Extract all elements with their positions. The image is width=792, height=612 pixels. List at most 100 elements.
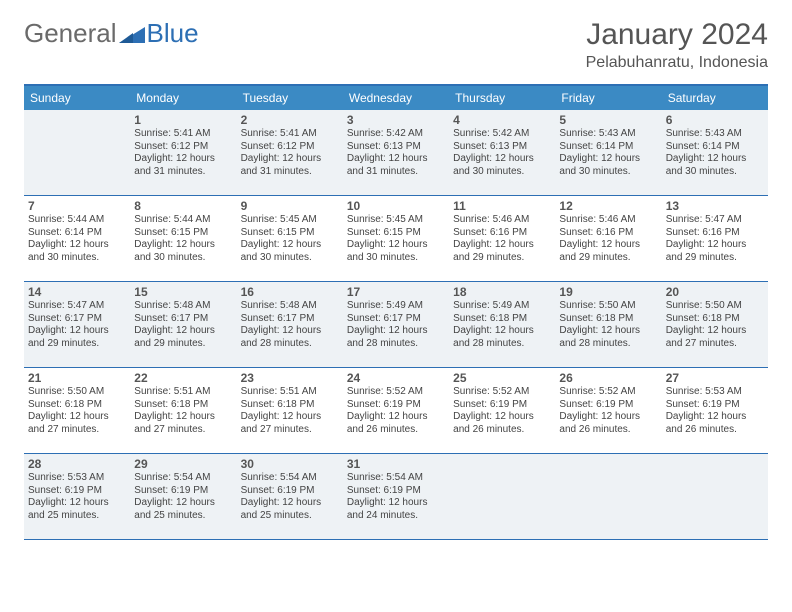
day-header: Friday — [555, 84, 661, 110]
day-number: 10 — [347, 199, 445, 213]
day-info: Sunrise: 5:50 AMSunset: 6:18 PMDaylight:… — [559, 300, 657, 350]
day-number: 27 — [666, 371, 764, 385]
calendar-cell: 18Sunrise: 5:49 AMSunset: 6:18 PMDayligh… — [449, 282, 555, 368]
day-info: Sunrise: 5:51 AMSunset: 6:18 PMDaylight:… — [241, 386, 339, 436]
calendar-cell: 13Sunrise: 5:47 AMSunset: 6:16 PMDayligh… — [662, 196, 768, 282]
day-info: Sunrise: 5:53 AMSunset: 6:19 PMDaylight:… — [666, 386, 764, 436]
day-info: Sunrise: 5:50 AMSunset: 6:18 PMDaylight:… — [666, 300, 764, 350]
day-info: Sunrise: 5:43 AMSunset: 6:14 PMDaylight:… — [559, 128, 657, 178]
calendar-cell: 16Sunrise: 5:48 AMSunset: 6:17 PMDayligh… — [237, 282, 343, 368]
calendar-cell: 11Sunrise: 5:46 AMSunset: 6:16 PMDayligh… — [449, 196, 555, 282]
day-number: 26 — [559, 371, 657, 385]
day-number: 31 — [347, 457, 445, 471]
day-number: 8 — [134, 199, 232, 213]
calendar-cell: 20Sunrise: 5:50 AMSunset: 6:18 PMDayligh… — [662, 282, 768, 368]
calendar-cell: 2Sunrise: 5:41 AMSunset: 6:12 PMDaylight… — [237, 110, 343, 196]
day-info: Sunrise: 5:44 AMSunset: 6:14 PMDaylight:… — [28, 214, 126, 264]
day-number: 19 — [559, 285, 657, 299]
day-info: Sunrise: 5:48 AMSunset: 6:17 PMDaylight:… — [134, 300, 232, 350]
day-header: Tuesday — [237, 84, 343, 110]
calendar-cell: 22Sunrise: 5:51 AMSunset: 6:18 PMDayligh… — [130, 368, 236, 454]
calendar-cell — [24, 110, 130, 196]
day-number: 13 — [666, 199, 764, 213]
day-number: 24 — [347, 371, 445, 385]
day-number: 3 — [347, 113, 445, 127]
day-info: Sunrise: 5:45 AMSunset: 6:15 PMDaylight:… — [347, 214, 445, 264]
day-number: 4 — [453, 113, 551, 127]
logo: General Blue — [24, 18, 199, 49]
day-info: Sunrise: 5:46 AMSunset: 6:16 PMDaylight:… — [453, 214, 551, 264]
day-number: 28 — [28, 457, 126, 471]
day-info: Sunrise: 5:41 AMSunset: 6:12 PMDaylight:… — [241, 128, 339, 178]
calendar-cell: 27Sunrise: 5:53 AMSunset: 6:19 PMDayligh… — [662, 368, 768, 454]
calendar-cell: 6Sunrise: 5:43 AMSunset: 6:14 PMDaylight… — [662, 110, 768, 196]
day-number: 22 — [134, 371, 232, 385]
calendar-cell: 9Sunrise: 5:45 AMSunset: 6:15 PMDaylight… — [237, 196, 343, 282]
calendar-cell: 26Sunrise: 5:52 AMSunset: 6:19 PMDayligh… — [555, 368, 661, 454]
day-header: Sunday — [24, 84, 130, 110]
day-info: Sunrise: 5:54 AMSunset: 6:19 PMDaylight:… — [347, 472, 445, 522]
day-info: Sunrise: 5:42 AMSunset: 6:13 PMDaylight:… — [347, 128, 445, 178]
day-number: 29 — [134, 457, 232, 471]
day-number: 20 — [666, 285, 764, 299]
calendar-cell: 24Sunrise: 5:52 AMSunset: 6:19 PMDayligh… — [343, 368, 449, 454]
logo-text-1: General — [24, 18, 117, 49]
calendar-cell: 1Sunrise: 5:41 AMSunset: 6:12 PMDaylight… — [130, 110, 236, 196]
calendar-cell — [555, 454, 661, 540]
calendar-cell: 15Sunrise: 5:48 AMSunset: 6:17 PMDayligh… — [130, 282, 236, 368]
day-number: 5 — [559, 113, 657, 127]
day-number: 14 — [28, 285, 126, 299]
month-title: January 2024 — [586, 18, 768, 52]
calendar-cell: 7Sunrise: 5:44 AMSunset: 6:14 PMDaylight… — [24, 196, 130, 282]
calendar-cell: 10Sunrise: 5:45 AMSunset: 6:15 PMDayligh… — [343, 196, 449, 282]
day-header: Wednesday — [343, 84, 449, 110]
calendar-cell: 19Sunrise: 5:50 AMSunset: 6:18 PMDayligh… — [555, 282, 661, 368]
day-info: Sunrise: 5:45 AMSunset: 6:15 PMDaylight:… — [241, 214, 339, 264]
day-info: Sunrise: 5:47 AMSunset: 6:16 PMDaylight:… — [666, 214, 764, 264]
calendar-cell: 23Sunrise: 5:51 AMSunset: 6:18 PMDayligh… — [237, 368, 343, 454]
day-number: 18 — [453, 285, 551, 299]
day-info: Sunrise: 5:52 AMSunset: 6:19 PMDaylight:… — [453, 386, 551, 436]
calendar-cell: 5Sunrise: 5:43 AMSunset: 6:14 PMDaylight… — [555, 110, 661, 196]
day-info: Sunrise: 5:43 AMSunset: 6:14 PMDaylight:… — [666, 128, 764, 178]
day-info: Sunrise: 5:52 AMSunset: 6:19 PMDaylight:… — [559, 386, 657, 436]
calendar-cell: 4Sunrise: 5:42 AMSunset: 6:13 PMDaylight… — [449, 110, 555, 196]
day-number: 12 — [559, 199, 657, 213]
day-number: 6 — [666, 113, 764, 127]
logo-text-2: Blue — [147, 18, 199, 49]
day-info: Sunrise: 5:51 AMSunset: 6:18 PMDaylight:… — [134, 386, 232, 436]
day-header: Monday — [130, 84, 236, 110]
calendar-cell — [662, 454, 768, 540]
day-info: Sunrise: 5:50 AMSunset: 6:18 PMDaylight:… — [28, 386, 126, 436]
calendar-cell: 28Sunrise: 5:53 AMSunset: 6:19 PMDayligh… — [24, 454, 130, 540]
calendar-cell: 31Sunrise: 5:54 AMSunset: 6:19 PMDayligh… — [343, 454, 449, 540]
day-info: Sunrise: 5:54 AMSunset: 6:19 PMDaylight:… — [241, 472, 339, 522]
calendar-cell: 12Sunrise: 5:46 AMSunset: 6:16 PMDayligh… — [555, 196, 661, 282]
day-number: 25 — [453, 371, 551, 385]
day-info: Sunrise: 5:54 AMSunset: 6:19 PMDaylight:… — [134, 472, 232, 522]
header: General Blue January 2024 Pelabuhanratu,… — [24, 18, 768, 72]
title-block: January 2024 Pelabuhanratu, Indonesia — [586, 18, 768, 72]
calendar-cell: 29Sunrise: 5:54 AMSunset: 6:19 PMDayligh… — [130, 454, 236, 540]
calendar-cell: 25Sunrise: 5:52 AMSunset: 6:19 PMDayligh… — [449, 368, 555, 454]
calendar-cell: 21Sunrise: 5:50 AMSunset: 6:18 PMDayligh… — [24, 368, 130, 454]
day-number: 15 — [134, 285, 232, 299]
day-number: 23 — [241, 371, 339, 385]
day-number: 11 — [453, 199, 551, 213]
calendar-cell: 3Sunrise: 5:42 AMSunset: 6:13 PMDaylight… — [343, 110, 449, 196]
day-info: Sunrise: 5:52 AMSunset: 6:19 PMDaylight:… — [347, 386, 445, 436]
day-info: Sunrise: 5:41 AMSunset: 6:12 PMDaylight:… — [134, 128, 232, 178]
day-number: 21 — [28, 371, 126, 385]
day-info: Sunrise: 5:49 AMSunset: 6:18 PMDaylight:… — [453, 300, 551, 350]
day-info: Sunrise: 5:46 AMSunset: 6:16 PMDaylight:… — [559, 214, 657, 264]
calendar-cell: 14Sunrise: 5:47 AMSunset: 6:17 PMDayligh… — [24, 282, 130, 368]
day-header: Saturday — [662, 84, 768, 110]
location: Pelabuhanratu, Indonesia — [586, 54, 768, 72]
day-number: 30 — [241, 457, 339, 471]
day-number: 9 — [241, 199, 339, 213]
day-number: 1 — [134, 113, 232, 127]
logo-triangle-icon — [119, 25, 145, 43]
day-number: 17 — [347, 285, 445, 299]
day-info: Sunrise: 5:44 AMSunset: 6:15 PMDaylight:… — [134, 214, 232, 264]
day-number: 2 — [241, 113, 339, 127]
